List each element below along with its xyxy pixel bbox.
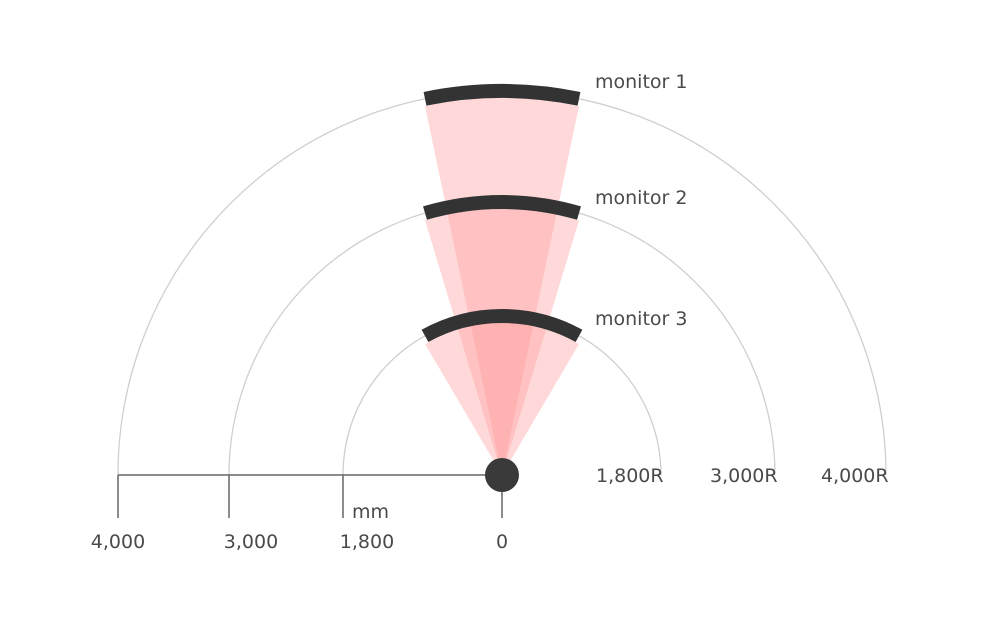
monitor-label-3: monitor 3: [595, 308, 687, 330]
viewing-cone-2: [425, 209, 579, 475]
arc-label-3000r: 3,000R: [710, 465, 778, 487]
monitor-label-2: monitor 2: [595, 187, 687, 209]
arc-label-4000r: 4,000R: [821, 465, 889, 487]
axis-tick-label-3000: 3,000: [224, 531, 278, 553]
viewing-cone-1: [425, 97, 579, 475]
monitor-1: [423, 84, 581, 106]
viewer-dot: [485, 458, 519, 492]
monitor-label-1: monitor 1: [595, 71, 687, 93]
axis-tick-label-1800: 1,800: [340, 531, 394, 553]
arc-label-1800r: 1,800R: [596, 465, 664, 487]
viewing-cone-3: [425, 323, 579, 475]
axis-tick-label-0: 0: [496, 531, 508, 553]
axis-unit-label: mm: [352, 501, 389, 523]
monitor-2: [423, 195, 581, 220]
axis-tick-label-4000: 4,000: [91, 531, 145, 553]
monitor-3: [421, 309, 583, 343]
